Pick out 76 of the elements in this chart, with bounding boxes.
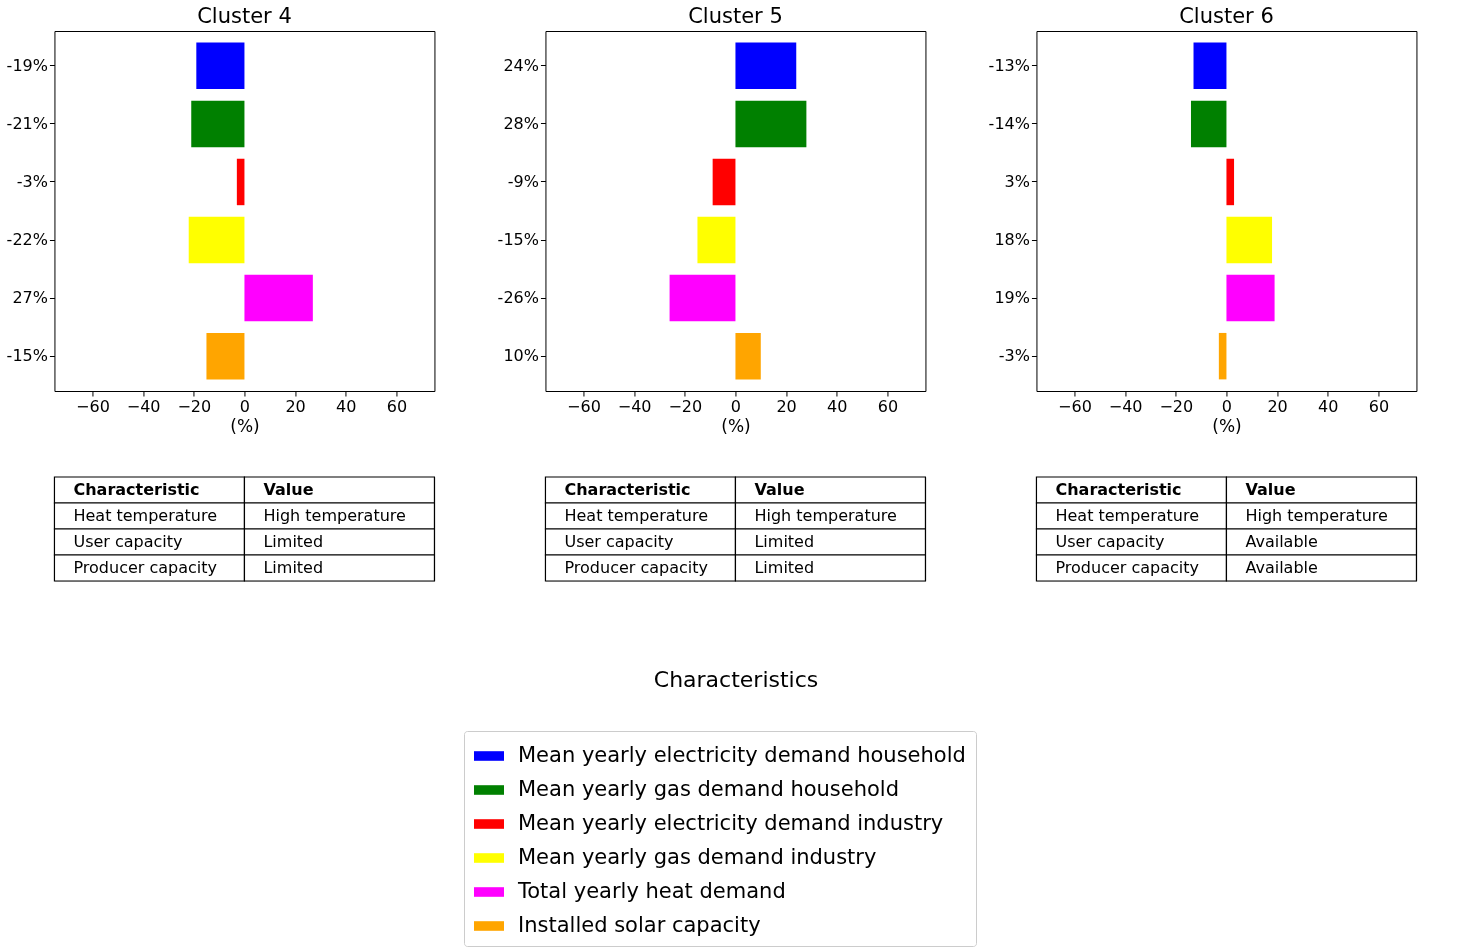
y-tick-label: 28% [503, 113, 539, 133]
x-tick-label: −20 [177, 396, 212, 416]
legend-label: Mean yearly electricity demand household [518, 743, 966, 767]
text: Available [1245, 558, 1318, 577]
text: Heat temperature [73, 506, 218, 525]
x-tick-label: 40 [336, 396, 357, 416]
x-axis-title: (%) [1212, 415, 1242, 436]
y-tick-label: -14% [988, 113, 1030, 133]
chart-title: Cluster 5 [688, 4, 783, 28]
text: Available [1245, 532, 1318, 551]
y-tick-label: -26% [497, 288, 539, 308]
text: Characteristic [73, 480, 200, 499]
y-tick-label: 24% [503, 55, 539, 75]
x-tick-label: −60 [1058, 396, 1092, 416]
chart-title: Cluster 4 [197, 4, 292, 28]
y-tick-label: -15% [497, 230, 539, 250]
y-tick-label: 27% [12, 288, 48, 308]
x-tick-label: −40 [126, 396, 161, 416]
x-tick-label: 40 [827, 396, 848, 416]
x-tick-label: 20 [285, 396, 306, 416]
y-tick-label: 10% [503, 346, 539, 366]
text: Producer capacity [73, 558, 217, 577]
text: Producer capacity [564, 558, 708, 577]
text: Producer capacity [1055, 558, 1199, 577]
x-axis-title: (%) [230, 415, 260, 436]
text: High temperature [263, 506, 406, 525]
x-tick-label: 0 [239, 396, 251, 416]
x-axis-title: (%) [721, 415, 751, 436]
chart-title: Cluster 6 [1179, 4, 1274, 28]
x-tick-label: 20 [776, 396, 797, 416]
x-tick-label: −60 [567, 396, 601, 416]
legend-label: Installed solar capacity [518, 913, 761, 937]
legend-label: Mean yearly gas demand household [518, 777, 900, 801]
x-tick-label: 40 [1318, 396, 1339, 416]
text: Heat temperature [564, 506, 709, 525]
legend-label: Mean yearly electricity demand industry [518, 811, 944, 835]
x-tick-label: 60 [386, 396, 408, 416]
text: Limited [263, 532, 324, 551]
x-tick-label: −20 [668, 396, 703, 416]
text: Characteristic [564, 480, 691, 499]
text: Heat temperature [1055, 506, 1200, 525]
text: Limited [754, 532, 815, 551]
text: User capacity [1055, 532, 1165, 551]
x-tick-label: −60 [76, 396, 110, 416]
x-tick-label: 20 [1267, 396, 1288, 416]
legend-title: Characteristics [653, 667, 819, 692]
y-tick-label: 19% [994, 288, 1030, 308]
legend-label: Total yearly heat demand [517, 879, 786, 903]
x-tick-label: −40 [617, 396, 652, 416]
x-tick-label: 0 [1221, 396, 1233, 416]
text: Value [1245, 480, 1296, 499]
y-tick-label: 3% [1004, 171, 1030, 191]
x-tick-label: 60 [1368, 396, 1390, 416]
y-tick-label: -13% [988, 55, 1030, 75]
text: Characteristic [1055, 480, 1182, 499]
x-tick-label: 0 [730, 396, 742, 416]
y-tick-label: -15% [6, 346, 48, 366]
y-tick-label: -3% [16, 171, 48, 191]
text: Limited [754, 558, 815, 577]
y-tick-label: -9% [507, 171, 539, 191]
y-tick-label: -22% [6, 230, 48, 250]
text: High temperature [1245, 506, 1388, 525]
y-tick-label: -3% [998, 346, 1030, 366]
text: Value [754, 480, 805, 499]
legend-label: Mean yearly gas demand industry [518, 845, 877, 869]
y-tick-label: 18% [994, 230, 1030, 250]
x-tick-label: 60 [877, 396, 899, 416]
y-tick-label: -19% [6, 55, 48, 75]
x-tick-label: −20 [1159, 396, 1194, 416]
text: User capacity [73, 532, 183, 551]
text: High temperature [754, 506, 897, 525]
x-tick-label: −40 [1108, 396, 1143, 416]
y-tick-label: -21% [6, 113, 48, 133]
text: Value [263, 480, 314, 499]
text: User capacity [564, 532, 674, 551]
text: Limited [263, 558, 324, 577]
